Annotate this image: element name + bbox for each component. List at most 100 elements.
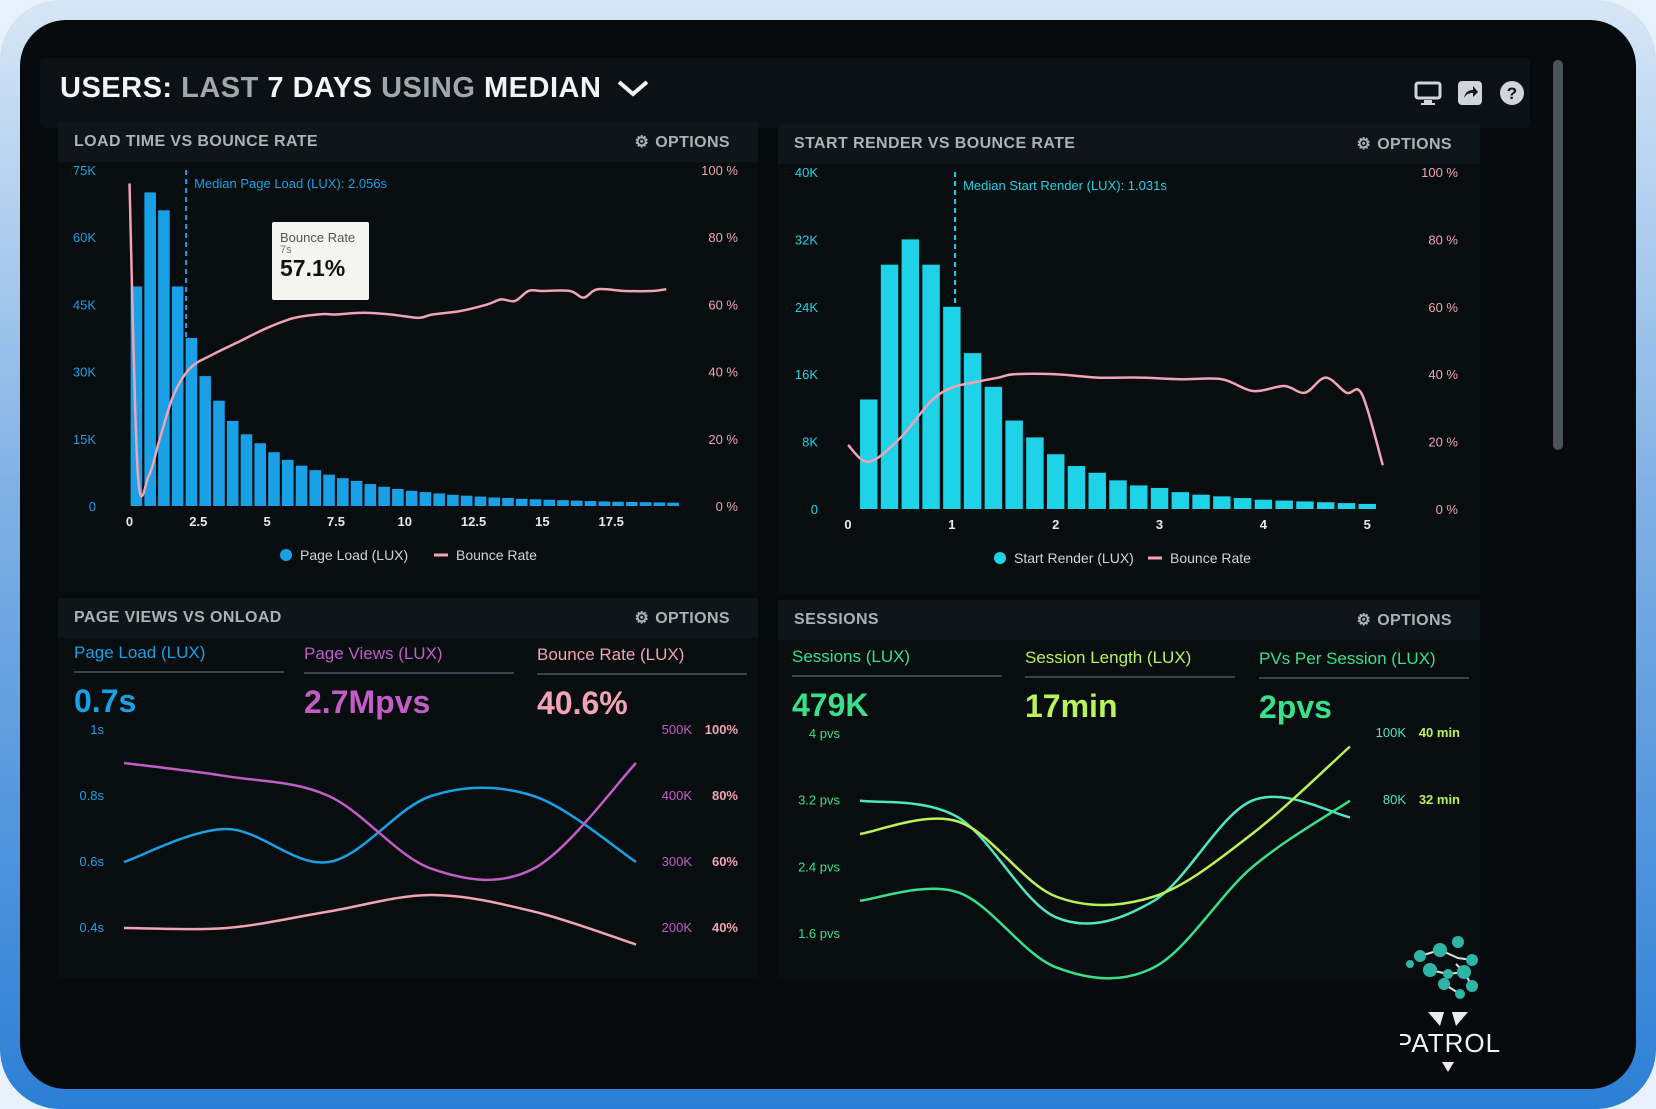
metric-page-load[interactable]: Page Load (LUX) 0.7s [74, 643, 284, 720]
metric-page-views[interactable]: Page Views (LUX) 2.7Mpvs [304, 644, 514, 721]
y-left-tick-label: 0.8s [79, 788, 104, 803]
options-label: OPTIONS [655, 134, 730, 151]
y-left-tick-label: 24K [795, 300, 818, 315]
metric-label: Bounce Rate (LUX) [537, 645, 747, 675]
panel-page-views: PAGE VIEWS VS ONLOAD ⚙ OPTIONS [58, 598, 758, 978]
options-button[interactable]: ⚙ OPTIONS [634, 132, 730, 152]
metric-value: 479K [792, 687, 869, 723]
options-label: OPTIONS [655, 610, 730, 627]
options-button[interactable]: ⚙ OPTIONS [634, 608, 730, 628]
histogram-bar [364, 484, 377, 506]
y-left-tick-label: 60K [73, 230, 96, 245]
bounce-rate-line [128, 183, 667, 498]
legend-label-bounce: Bounce Rate [456, 547, 537, 563]
histogram-bar [515, 498, 528, 506]
share-icon[interactable] [1456, 80, 1484, 108]
patrol-logo: PATROL [1395, 930, 1560, 1080]
histogram-bar [350, 480, 363, 506]
y-right-tick-label: 80 % [708, 230, 738, 245]
y-left-tick-label: 0 [811, 502, 818, 517]
y-right-tick-label: 32 min [1419, 792, 1460, 807]
y-mid-tick-label: 80K [1383, 792, 1406, 807]
session-length-line [859, 745, 1351, 907]
histogram-bar [880, 264, 899, 509]
y-mid-tick-label: 100K [1376, 725, 1407, 740]
y-right-tick-label: 0 % [716, 499, 739, 514]
histogram-bar [199, 376, 211, 506]
histogram-bar [1171, 492, 1190, 509]
tooltip-title: Bounce Rate [280, 230, 356, 245]
y-right-tick-label: 80% [712, 788, 738, 803]
histogram-bar [1067, 466, 1086, 509]
legend-dot-bars [280, 549, 292, 561]
y-right-tick-label: 80 % [1428, 232, 1458, 247]
y-right-tick-label: 60 % [1428, 300, 1458, 315]
page-views-line [123, 761, 637, 882]
bounce-rate-tooltip: Bounce Rate 7s 57.1% [272, 222, 369, 300]
median-label: Median Page Load (LUX): 2.056s [194, 176, 387, 191]
histogram-bar [281, 459, 294, 506]
y-right-tick-label: 20 % [1428, 435, 1458, 450]
options-button[interactable]: ⚙ OPTIONS [1356, 610, 1452, 630]
metric-bounce-rate[interactable]: Bounce Rate (LUX) 40.6% [537, 645, 747, 722]
metric-label: Session Length (LUX) [1025, 648, 1235, 678]
histogram-bar [1254, 499, 1273, 509]
x-tick-label: 0 [844, 517, 851, 532]
histogram-bar [1296, 501, 1314, 509]
load-time-chart: Median Page Load (LUX): 2.056s 0 15K 30K 45K… [73, 163, 739, 563]
histogram-bar [309, 470, 322, 506]
dashboard-header [40, 58, 1530, 128]
y-right-tick-label: 40 min [1419, 725, 1460, 740]
metric-sessions[interactable]: Sessions (LUX) 479K [792, 647, 1002, 724]
y-right-tick-label: 40 % [708, 365, 738, 380]
histogram-bar [1150, 487, 1169, 509]
title-last: LAST [181, 72, 259, 104]
page-load-line [123, 786, 637, 864]
metric-pvs-per-session[interactable]: PVs Per Session (LUX) 2pvs [1259, 649, 1469, 726]
metric-label: PVs Per Session (LUX) [1259, 649, 1469, 679]
page-title[interactable]: USERS: LAST 7 DAYS USING MEDIAN [60, 72, 650, 106]
sessions-chart: 1.6 pvs 2.4 pvs 3.2 pvs 4 pvs 80K 100K 32 min 4… [798, 725, 1460, 980]
histogram-bar [922, 264, 940, 509]
histogram-bar [337, 478, 349, 506]
histogram-bar [254, 443, 267, 506]
x-tick-label: 10 [398, 514, 412, 529]
histogram-bar [433, 493, 445, 506]
y-mid-tick-label: 400K [662, 788, 693, 803]
options-label: OPTIONS [1377, 136, 1452, 153]
histogram-bar [185, 338, 198, 506]
histogram-bar [295, 465, 308, 506]
x-tick-label: 12.5 [461, 514, 486, 529]
metric-label: Sessions (LUX) [792, 647, 1002, 677]
panel-title: SESSIONS [794, 611, 880, 628]
histogram-bar [1046, 454, 1065, 509]
histogram-bar [171, 286, 184, 506]
help-icon[interactable]: ? [1498, 80, 1526, 108]
y-left-tick-label: 0.6s [79, 854, 104, 869]
title-aggregation: MEDIAN [484, 72, 602, 104]
y-right-tick-label: 20 % [708, 432, 738, 447]
histogram-bar [984, 386, 1003, 509]
monitor-icon[interactable] [1414, 80, 1442, 108]
histogram-bar [943, 306, 961, 509]
histogram-bar [584, 501, 597, 506]
metric-value: 17min [1025, 688, 1118, 724]
vertical-scrollbar[interactable] [1553, 60, 1563, 450]
y-left-tick-label: 4 pvs [809, 726, 841, 741]
options-button[interactable]: ⚙ OPTIONS [1356, 134, 1452, 154]
title-users: USERS: [60, 72, 173, 104]
panel-title: START RENDER VS BOUNCE RATE [794, 135, 1076, 152]
panel-title: LOAD TIME VS BOUNCE RATE [74, 133, 318, 150]
y-left-tick-label: 30K [73, 365, 96, 380]
legend-label-bars: Page Load (LUX) [300, 547, 408, 563]
gear-icon: ⚙ [1356, 136, 1372, 153]
legend-label-bounce: Bounce Rate [1170, 550, 1251, 566]
histogram-bar [626, 501, 638, 506]
pvs-per-session-line [859, 799, 1351, 980]
chevron-down-icon[interactable] [616, 73, 650, 106]
histogram-bar [860, 399, 878, 509]
metric-session-length[interactable]: Session Length (LUX) 17min [1025, 648, 1235, 725]
panel-header: PAGE VIEWS VS ONLOAD ⚙ OPTIONS [58, 598, 758, 638]
y-right-tick-label: 0 % [1436, 502, 1459, 517]
histogram-bar [1130, 485, 1148, 509]
